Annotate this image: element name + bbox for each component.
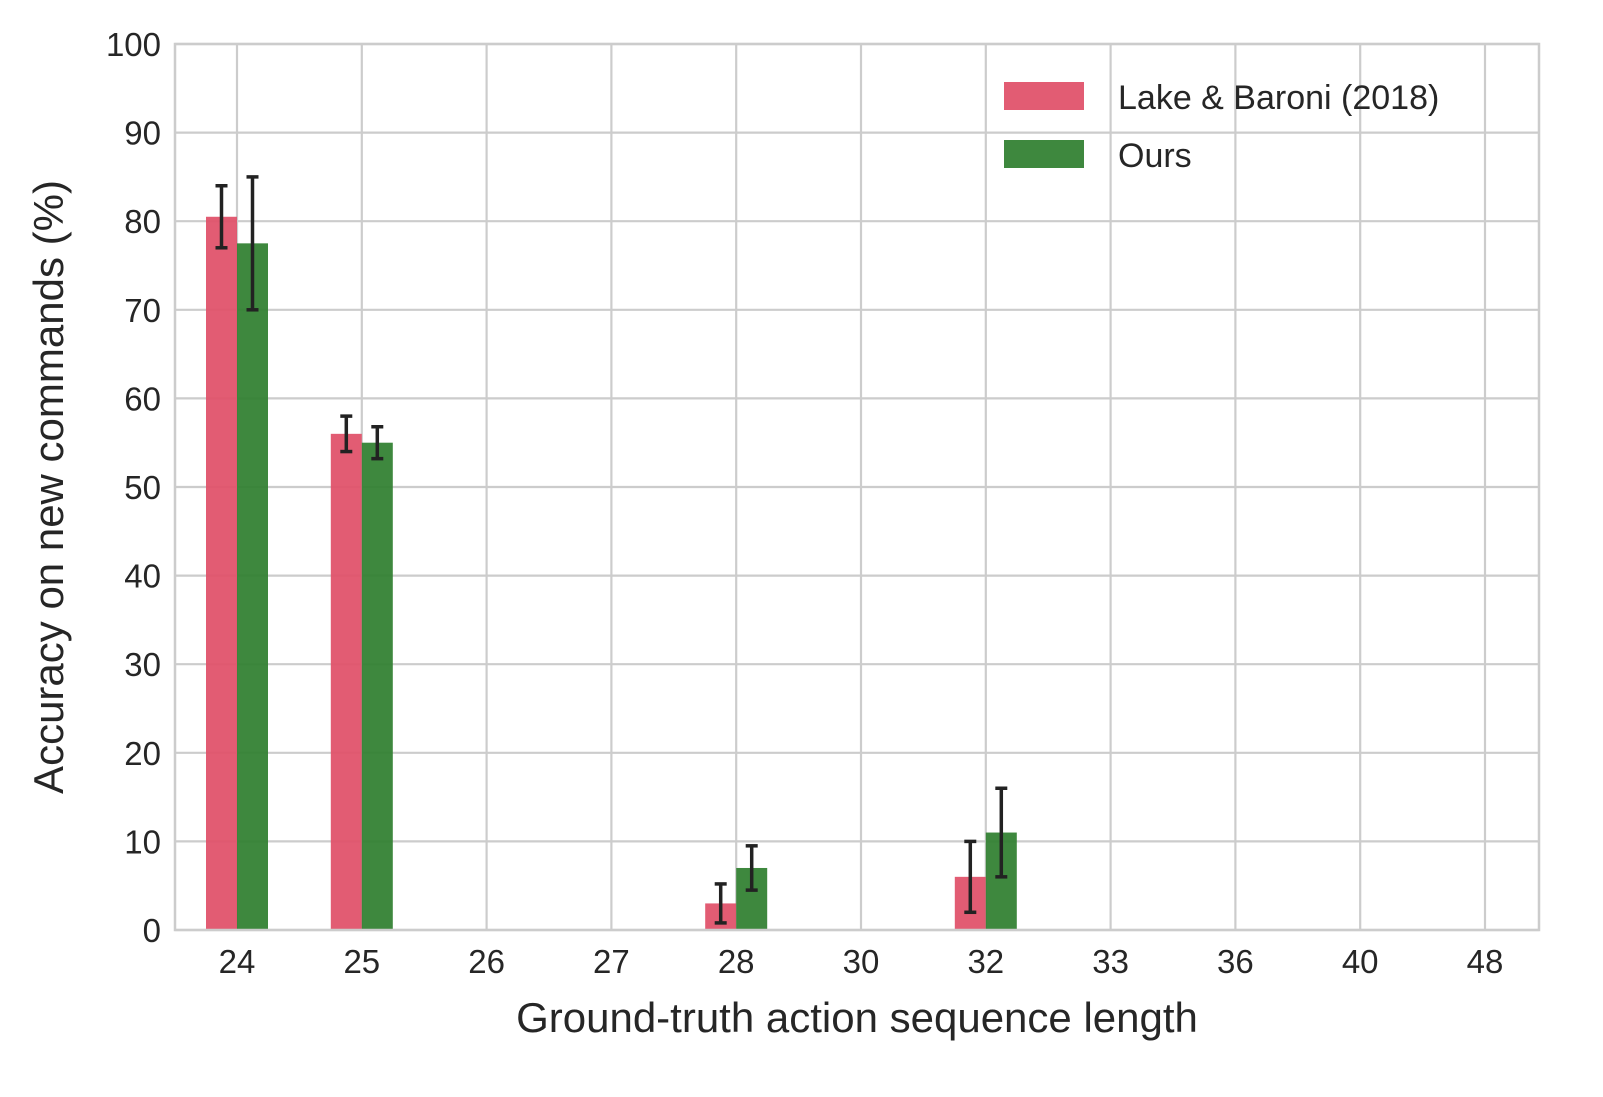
series-lake-baroni	[206, 216, 986, 930]
y-tick-label: 40	[124, 558, 161, 595]
error-bar	[745, 844, 758, 892]
x-tick-label: 24	[219, 943, 256, 980]
legend-label: Lake & Baroni (2018)	[1118, 79, 1439, 117]
legend-swatch	[1004, 82, 1084, 110]
bar	[206, 216, 237, 930]
error-bar	[995, 786, 1008, 879]
x-tick-label: 32	[967, 943, 1004, 980]
x-tick-label: 48	[1467, 943, 1504, 980]
x-tick-label: 27	[593, 943, 630, 980]
y-tick-label: 80	[124, 203, 161, 240]
x-tick-label: 40	[1342, 943, 1379, 980]
error-bars	[215, 175, 1008, 925]
x-tick-label: 28	[718, 943, 755, 980]
y-axis-label: Accuracy on new commands (%)	[25, 180, 72, 794]
bar	[330, 433, 362, 930]
x-tick-label: 30	[843, 943, 880, 980]
error-bar	[215, 184, 228, 250]
y-tick-label: 20	[124, 735, 161, 772]
y-tick-label: 10	[124, 823, 161, 860]
y-tick-label: 100	[106, 26, 161, 63]
error-bar	[340, 414, 353, 454]
series-ours	[237, 243, 1017, 931]
x-tick-label: 25	[343, 943, 380, 980]
y-tick-label: 50	[124, 469, 161, 506]
y-tick-label: 90	[124, 115, 161, 152]
error-bar	[964, 839, 977, 915]
x-tick-labels: 24 25 26 27 28 30 32 33 36 40 48	[219, 943, 1504, 980]
error-bar	[246, 175, 259, 312]
legend: Lake & Baroni (2018) Ours	[1004, 79, 1439, 175]
x-tick-label: 26	[468, 943, 505, 980]
bars	[206, 216, 1017, 931]
y-tick-label: 60	[124, 380, 161, 417]
error-bar	[371, 425, 384, 461]
y-tick-label: 30	[124, 646, 161, 683]
legend-swatch	[1004, 140, 1084, 168]
error-bar	[714, 882, 727, 925]
legend-label: Ours	[1118, 137, 1192, 175]
x-tick-label: 33	[1092, 943, 1129, 980]
y-tick-label: 70	[124, 292, 161, 329]
bar	[361, 442, 393, 930]
x-tick-label: 36	[1217, 943, 1254, 980]
bar	[237, 243, 268, 931]
x-axis-label: Ground-truth action sequence length	[516, 994, 1198, 1041]
plot-frame	[173, 42, 1541, 932]
y-tick-label: 0	[143, 912, 161, 949]
y-tick-labels: 0 10 20 30 40 50 60 70 80 90 100	[106, 26, 161, 949]
